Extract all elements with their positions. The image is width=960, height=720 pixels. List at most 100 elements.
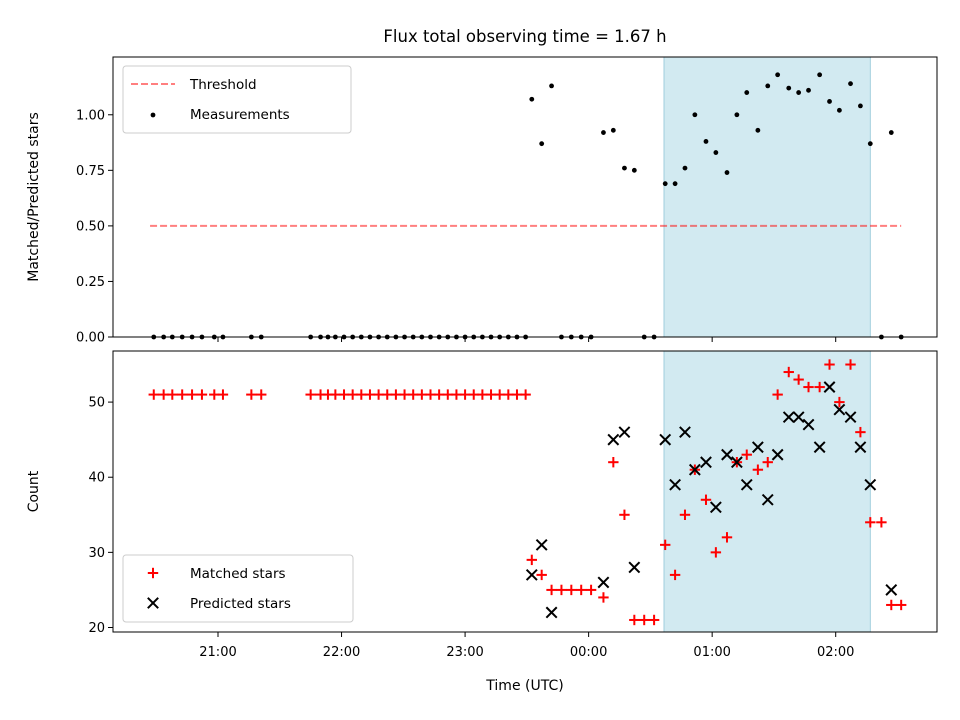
- matched-star-point: [783, 366, 794, 378]
- top-y-axis-label: Matched/Predicted stars: [26, 112, 42, 282]
- cross-stroke-b: [721, 448, 733, 461]
- predicted-star-point: [730, 456, 743, 469]
- cross-stroke-b: [792, 411, 805, 424]
- measurement-point: [672, 181, 678, 187]
- matched-star-point: [865, 517, 876, 528]
- predicted-star-point: [792, 411, 805, 424]
- cross-stroke-b: [730, 456, 743, 469]
- measurement-point: [631, 167, 637, 173]
- cross-stroke-b: [659, 433, 672, 446]
- cross-stroke-b: [844, 411, 857, 424]
- measurement-point: [601, 130, 606, 135]
- measurement-point: [786, 85, 792, 91]
- cross-stroke-b: [740, 478, 753, 491]
- predicted-star-point: [607, 433, 620, 446]
- measurement-point: [724, 170, 730, 175]
- cross-stroke-b: [761, 493, 774, 506]
- cross-stroke-b: [833, 403, 846, 416]
- measurement-point: [755, 127, 761, 133]
- measurement-point: [529, 96, 535, 102]
- measurement-point: [682, 165, 688, 171]
- measurement-point: [867, 141, 873, 147]
- x-tick-label: 22:00: [323, 645, 360, 660]
- y-tick-label: 50: [88, 396, 105, 411]
- predicted-star-point: [864, 478, 877, 491]
- predicted-star-point: [535, 538, 548, 551]
- matched-star-point: [176, 389, 188, 400]
- matched-star-point: [598, 592, 609, 603]
- legend-measurements-label: Measurements: [190, 107, 290, 123]
- matched-star-point: [217, 389, 229, 400]
- cross-stroke-b: [628, 561, 641, 574]
- predicted-star-point: [813, 441, 826, 454]
- predicted-star-point: [597, 576, 610, 589]
- y-tick-label: 0.00: [76, 331, 105, 346]
- predicted-star-point: [823, 381, 836, 393]
- measurement-point: [775, 72, 781, 78]
- cross-stroke-b: [545, 606, 558, 619]
- matched-star-point: [536, 569, 547, 581]
- cross-stroke-b: [688, 463, 701, 476]
- top-legend-frame: [122, 65, 352, 134]
- measurement-point: [837, 107, 842, 113]
- predicted-star-point: [545, 606, 558, 619]
- predicted-star-point: [618, 426, 631, 439]
- cross-stroke-b: [525, 568, 538, 581]
- cross-stroke-b: [669, 478, 682, 491]
- chart-title: Flux total observing time = 1.67 h: [383, 27, 666, 46]
- measurement-point: [806, 87, 811, 93]
- top-legend: Threshold Measurements: [122, 65, 352, 134]
- y-tick-label: 0.75: [76, 164, 105, 179]
- bottom-series-1: [525, 381, 898, 619]
- cross-stroke-b: [823, 381, 836, 393]
- matched-star-point: [196, 389, 208, 400]
- matched-star-point: [824, 359, 835, 370]
- bottom-legend-frame: [122, 554, 354, 623]
- predicted-star-point: [700, 456, 712, 469]
- matched-star-point: [256, 389, 267, 400]
- predicted-star-point: [761, 493, 774, 506]
- legend-matched-swatch: [147, 567, 159, 579]
- y-tick-label: 20: [88, 621, 105, 636]
- predicted-star-point: [669, 478, 682, 491]
- matched-star-point: [576, 584, 587, 596]
- cross-stroke-b: [709, 501, 722, 514]
- matched-star-point: [546, 584, 557, 596]
- predicted-star-point: [782, 411, 795, 424]
- predicted-star-point: [679, 426, 691, 439]
- y-tick-label: 1.00: [76, 108, 105, 123]
- measurement-point: [858, 103, 863, 109]
- measurement-point: [827, 99, 832, 104]
- top-highlight-span: [663, 56, 871, 338]
- matched-star-point: [629, 614, 640, 626]
- predicted-star-point: [659, 433, 672, 446]
- measurement-point: [539, 141, 545, 147]
- predicted-star-point: [709, 501, 722, 514]
- predicted-star-point: [771, 448, 784, 461]
- matched-star-point: [585, 584, 597, 596]
- cross-stroke-b: [618, 426, 631, 439]
- matched-star-point: [660, 539, 671, 551]
- matched-star-point: [710, 547, 722, 558]
- top-axes-frame: [112, 56, 938, 338]
- matched-star-point: [876, 517, 887, 528]
- cross-stroke-b: [885, 584, 898, 596]
- y-tick-label: 40: [88, 471, 105, 486]
- bottom-series-0: [148, 359, 907, 626]
- legend-predicted-swatch: [147, 597, 159, 609]
- bottom-panel: 20 30 40 50 21:00 22:00 23:00 00:00 01:00 02:00 Co…: [26, 350, 938, 660]
- top-panel: 0.00 0.25 0.50 0.75 1.00 Matched/Predicted st…: [26, 56, 938, 346]
- matched-star-point: [648, 614, 660, 626]
- matched-star-point: [855, 426, 866, 438]
- matched-star-point: [639, 614, 650, 626]
- measurement-point: [692, 112, 698, 118]
- measurement-point: [796, 90, 802, 95]
- matched-star-point: [845, 359, 856, 370]
- x-tick-label: 02:00: [817, 645, 854, 660]
- cross-stroke-b: [813, 441, 826, 454]
- predicted-star-point: [688, 463, 701, 476]
- bottom-y-axis-label: Count: [26, 470, 42, 512]
- matched-star-point: [834, 396, 845, 408]
- cross-stroke-b: [864, 478, 877, 491]
- predicted-star-point: [844, 411, 857, 424]
